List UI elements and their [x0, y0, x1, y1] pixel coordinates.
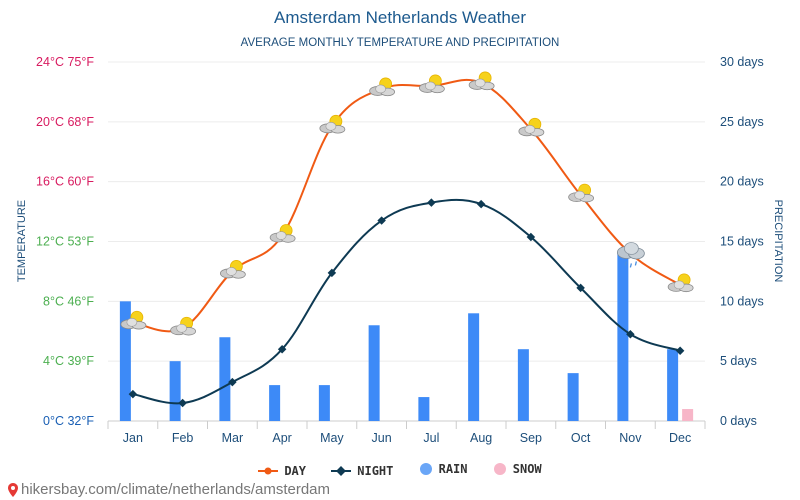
- x-tick-label: Oct: [571, 431, 591, 445]
- rain-bar: [517, 349, 529, 421]
- right-tick-label: 15 days: [720, 235, 764, 249]
- rain-bar: [318, 385, 330, 421]
- left-tick-label: 16°C 60°F: [36, 175, 94, 189]
- left-tick-label: 24°C 75°F: [36, 55, 94, 69]
- left-tick-label: 8°C 46°F: [43, 294, 94, 308]
- x-tick-label: Sep: [520, 431, 542, 445]
- x-tick-label: Feb: [172, 431, 194, 445]
- location-pin-icon: [8, 482, 18, 497]
- x-tick-label: Jan: [123, 431, 143, 445]
- left-axis-title: TEMPERATURE: [16, 200, 28, 282]
- night-point: [377, 216, 386, 225]
- chart-legend: DAY NIGHT RAIN SNOW: [0, 462, 800, 479]
- legend-rain[interactable]: RAIN: [419, 462, 468, 476]
- night-point: [626, 329, 635, 339]
- rain-bar: [269, 385, 281, 421]
- x-tick-label: Mar: [222, 431, 244, 445]
- rain-bar: [617, 253, 629, 421]
- right-tick-label: 10 days: [720, 294, 764, 308]
- partly-sunny-icon: [568, 183, 595, 203]
- left-tick-label: 4°C 39°F: [43, 354, 94, 368]
- partly-sunny-icon: [667, 273, 694, 293]
- legend-rain-marker: [419, 463, 432, 475]
- partly-sunny-icon: [468, 71, 495, 91]
- right-tick-label: 5 days: [720, 354, 757, 368]
- partly-sunny-icon: [369, 77, 396, 97]
- legend-snow[interactable]: SNOW: [493, 462, 542, 476]
- partly-sunny-icon: [170, 316, 197, 336]
- legend-snow-label: SNOW: [512, 462, 542, 476]
- right-axis-title: PRECIPITATION: [772, 200, 784, 283]
- footer-url: hikersbay.com/climate/netherlands/amster…: [21, 481, 331, 498]
- x-tick-label: Dec: [669, 431, 691, 445]
- rain-bar: [169, 361, 181, 421]
- night-point: [128, 389, 138, 399]
- legend-snow-marker: [493, 463, 506, 475]
- x-tick-label: May: [320, 431, 344, 445]
- rain-bar: [468, 313, 480, 421]
- partly-sunny-icon: [219, 260, 246, 279]
- legend-day[interactable]: DAY: [258, 464, 306, 478]
- night-point: [228, 377, 237, 387]
- snow-bar: [682, 409, 694, 421]
- rain-bar: [219, 337, 231, 421]
- rain-cloud-icon: [616, 242, 645, 268]
- footer-link[interactable]: hikersbay.com/climate/netherlands/amster…: [8, 481, 330, 498]
- x-tick-label: Jun: [372, 431, 392, 445]
- right-tick-label: 25 days: [720, 115, 764, 129]
- night-point: [675, 346, 685, 355]
- night-point: [277, 344, 287, 354]
- legend-night-marker: [331, 466, 352, 476]
- night-point: [476, 199, 486, 209]
- x-tick-label: Nov: [619, 431, 642, 445]
- night-point: [576, 283, 585, 293]
- night-point: [327, 268, 337, 278]
- night-point: [178, 398, 187, 408]
- legend-rain-label: RAIN: [438, 462, 468, 476]
- right-tick-label: 0 days: [720, 414, 757, 428]
- x-tick-label: Jul: [423, 431, 439, 445]
- left-tick-label: 0°C 32°F: [43, 414, 94, 428]
- right-tick-label: 20 days: [720, 175, 764, 189]
- rain-bar: [567, 373, 579, 421]
- legend-day-marker: [258, 467, 279, 475]
- x-tick-label: Aug: [470, 431, 492, 445]
- rain-bar: [119, 301, 131, 421]
- legend-night[interactable]: NIGHT: [331, 464, 393, 478]
- right-tick-label: 30 days: [720, 55, 764, 69]
- partly-sunny-icon: [319, 114, 346, 134]
- legend-day-label: DAY: [284, 464, 307, 478]
- rain-bar: [667, 349, 679, 421]
- partly-sunny-icon: [518, 117, 545, 137]
- partly-sunny-icon: [120, 310, 147, 330]
- left-tick-label: 20°C 68°F: [36, 115, 94, 129]
- left-tick-label: 12°C 53°F: [36, 235, 94, 249]
- partly-sunny-icon: [418, 74, 445, 94]
- legend-night-label: NIGHT: [357, 464, 394, 478]
- day-line: [132, 78, 681, 333]
- x-tick-label: Apr: [272, 431, 291, 445]
- partly-sunny-icon: [269, 224, 296, 243]
- rain-bar: [418, 397, 430, 421]
- night-point: [427, 198, 436, 207]
- chart-subtitle: AVERAGE MONTHLY TEMPERATURE AND PRECIPIT…: [241, 37, 560, 49]
- rain-bar: [368, 325, 380, 421]
- chart-title: Amsterdam Netherlands Weather: [274, 8, 526, 27]
